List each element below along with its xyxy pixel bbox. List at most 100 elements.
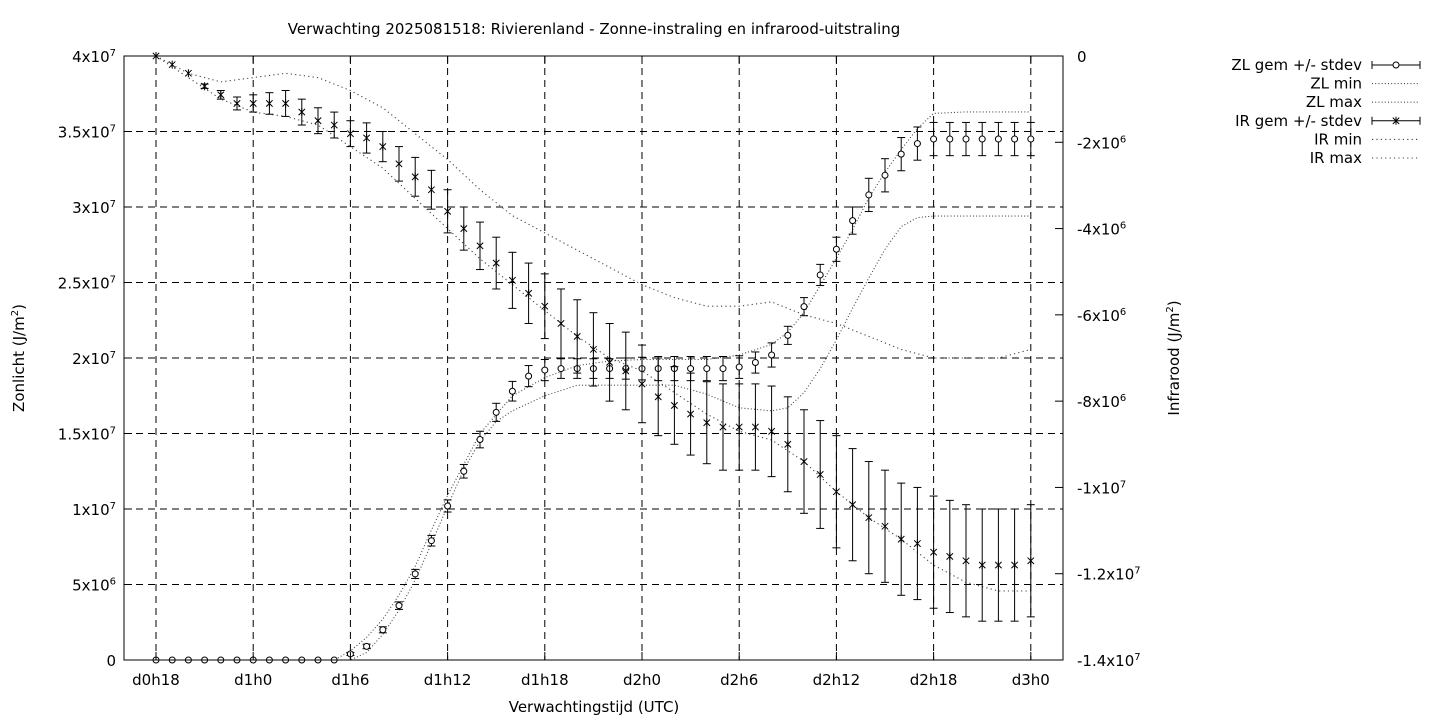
y2-tick-label-base: -1.2x10 [1077, 566, 1134, 584]
point-marker [557, 319, 565, 328]
y2-tick-label: -1.2x107 [1077, 566, 1141, 584]
legend-label-zl-max: ZL max [1306, 93, 1362, 111]
point-marker [897, 150, 905, 158]
y-tick-label-base: 3x10 [72, 199, 110, 217]
x-tick-label: d2h6 [720, 671, 758, 689]
y-tick-label-base: 1.5x10 [58, 426, 110, 444]
point-marker [994, 135, 1002, 143]
point-marker [768, 427, 776, 436]
x-tick-label: d1h12 [424, 671, 472, 689]
point-marker [492, 408, 500, 416]
point-marker [784, 440, 792, 449]
point-marker [735, 363, 743, 371]
y2-tick-label-exp: 7 [1134, 566, 1140, 577]
point-marker [444, 207, 452, 216]
point-marker [946, 135, 954, 143]
axis-ticks [124, 55, 1063, 661]
y-tick-label: 1x107 [72, 501, 116, 519]
x-tick-label-base: d1h6 [331, 671, 369, 689]
point-marker [1011, 135, 1019, 143]
y2-tick-label: -1.4x107 [1077, 652, 1141, 670]
y-tick-label-exp: 7 [110, 124, 116, 135]
point-marker [654, 392, 662, 401]
y-tick-label-exp: 7 [110, 350, 116, 361]
y-tick-label-base: 5x10 [72, 577, 110, 595]
point-marker [849, 500, 857, 509]
point-marker [379, 142, 387, 151]
point-marker [978, 135, 986, 143]
y2-tick-label: -2x106 [1077, 134, 1126, 152]
x-axis-title: Verwachtingstijd (UTC) [509, 698, 680, 716]
point-marker [881, 522, 889, 531]
y-tick-label: 2x107 [72, 350, 116, 368]
point-marker [265, 99, 273, 108]
y-tick-label-exp: 7 [110, 426, 116, 437]
point-marker [865, 191, 873, 199]
y2-tick-label: -8x106 [1077, 393, 1126, 411]
point-marker [687, 365, 695, 373]
point-marker [249, 99, 257, 108]
point-marker [735, 423, 743, 432]
y2-axis-title-base: Infrarood (J/m [1165, 313, 1183, 416]
legend-label-ir-min: IR min [1314, 130, 1362, 148]
x-tick-label-base: d2h18 [910, 671, 958, 689]
point-marker [913, 140, 921, 148]
point-marker [379, 626, 387, 634]
y-tick-label-exp: 7 [110, 275, 116, 286]
y-tick-label-exp: 7 [110, 199, 116, 210]
x-tick-label: d2h18 [910, 671, 958, 689]
point-marker [508, 387, 516, 395]
point-marker [606, 358, 614, 367]
point-marker [703, 365, 711, 373]
y-axis-title-base: Zonlicht (J/m [10, 316, 28, 412]
point-marker [897, 535, 905, 544]
point-marker [930, 548, 938, 557]
point-marker [849, 217, 857, 225]
point-marker [525, 372, 533, 380]
y2-axis-title-close: ) [1165, 300, 1183, 306]
y-tick-label-base: 2x10 [72, 350, 110, 368]
point-marker [508, 276, 516, 285]
point-marker [298, 108, 306, 117]
y-tick-label: 1.5x107 [58, 426, 116, 444]
series-line-ir-max [155, 55, 1031, 359]
y2-tick-label-base: -2x10 [1077, 134, 1120, 152]
point-marker [751, 423, 759, 432]
point-marker [800, 303, 808, 311]
y2-tick-label-exp: 6 [1120, 307, 1126, 318]
point-marker [314, 116, 322, 125]
point-marker [168, 60, 176, 69]
point-marker [816, 470, 824, 479]
point-marker [589, 345, 597, 354]
point-marker [719, 365, 727, 373]
point-marker [913, 539, 921, 548]
point-marker [962, 135, 970, 143]
point-marker [541, 366, 549, 374]
point-marker [962, 556, 970, 565]
y-tick-label-base: 0 [106, 652, 116, 670]
legend-label-zl-min: ZL min [1310, 75, 1362, 93]
legend-label-ir-gem-stdev: IR gem +/- stdev [1235, 112, 1362, 130]
y-tick-label-base: 4x10 [72, 48, 110, 66]
point-marker [573, 332, 581, 341]
y-tick-label: 3.5x107 [58, 124, 116, 142]
point-marker [1027, 556, 1035, 565]
y-tick-label: 4x107 [72, 48, 116, 66]
y-axis-title-close: ) [10, 304, 28, 310]
y-tick-label-exp: 6 [110, 577, 116, 588]
x-tick-label: d2h12 [813, 671, 861, 689]
point-marker [427, 185, 435, 194]
point-marker [946, 552, 954, 561]
point-marker [444, 502, 452, 510]
point-marker [282, 99, 290, 108]
point-marker [476, 241, 484, 250]
point-marker [460, 467, 468, 475]
point-marker [881, 171, 889, 179]
legend-marker [1392, 61, 1400, 69]
point-marker [638, 379, 646, 388]
x-tick-label-base: d1h12 [424, 671, 472, 689]
y2-tick-label: -1x107 [1077, 479, 1126, 497]
point-marker [703, 418, 711, 427]
